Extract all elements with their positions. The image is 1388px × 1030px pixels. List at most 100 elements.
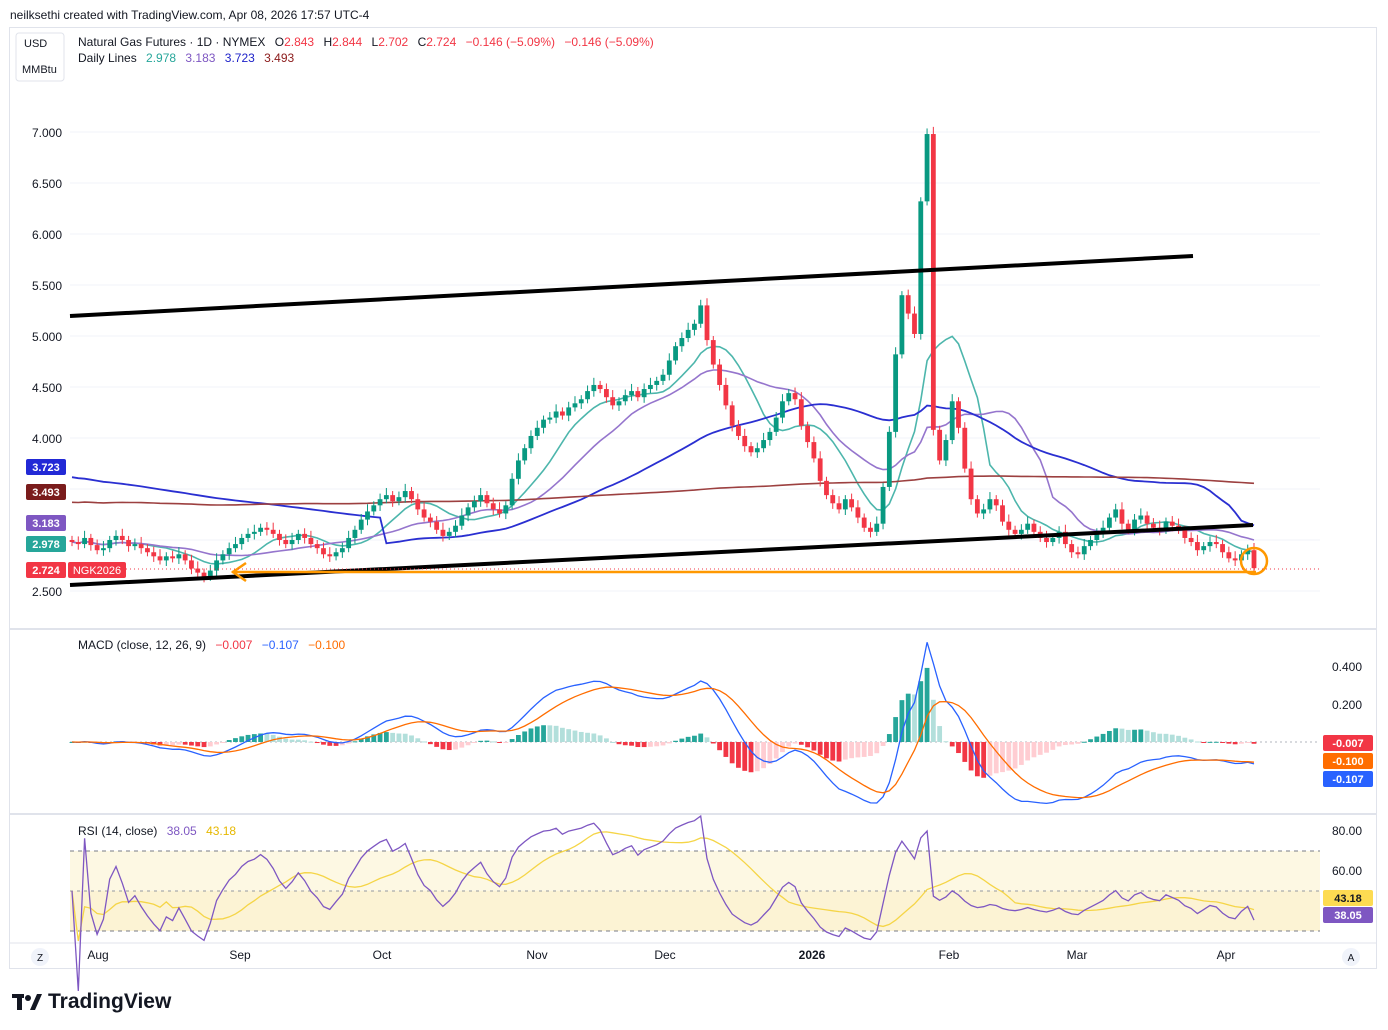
svg-text:-0.100: -0.100 [1332, 756, 1363, 768]
macd-hist-bar [440, 742, 446, 750]
candle-body [1169, 521, 1175, 526]
candle-body [182, 554, 188, 561]
macd-legend[interactable]: MACD (close, 12, 26, 9) −0.007 −0.107 −0… [78, 638, 346, 652]
candle-body [277, 533, 282, 540]
macd-hist-bar [314, 742, 320, 744]
candle-body [886, 431, 892, 487]
macd-hist-bar [1163, 733, 1169, 742]
support-arrow-head [230, 561, 247, 583]
price-tick: 4.000 [32, 432, 62, 446]
lower-trendline[interactable] [69, 523, 1254, 587]
rsi-legend[interactable]: RSI (14, close) 38.05 43.18 [78, 824, 236, 838]
macd-hist-bar [943, 741, 949, 743]
currency-label: USD [24, 38, 47, 50]
candle-body [949, 401, 955, 441]
candle-body [151, 552, 157, 557]
time-tick: 2026 [799, 948, 826, 962]
candle-body [974, 499, 980, 514]
candle-body [1232, 558, 1238, 561]
candle-body [365, 511, 370, 520]
candle-body [497, 509, 502, 514]
price-tick: 6.000 [32, 228, 62, 242]
candle-body [258, 527, 264, 532]
candle-body [773, 417, 779, 432]
macd-hist-bar [1113, 728, 1119, 742]
tradingview-logo[interactable]: TradingView [12, 990, 171, 1014]
macd-tick: 0.400 [1332, 660, 1362, 674]
macd-hist-bar [968, 742, 974, 771]
macd-hist-bar [383, 732, 389, 742]
time-tick: Apr [1217, 948, 1236, 962]
price-badge-3183: 3.183 [26, 515, 66, 531]
time-tick: Aug [87, 948, 108, 962]
macd-hist-bar [874, 742, 880, 754]
candle-body [723, 384, 729, 406]
price-axis[interactable]: 7.000 6.500 6.000 5.500 5.000 4.500 4.00… [32, 126, 62, 599]
svg-text:2.724: 2.724 [32, 565, 60, 577]
ma-10-line [71, 335, 1255, 565]
time-axis[interactable]: Aug Sep Oct Nov Dec 2026 Feb Mar Apr [87, 948, 1235, 962]
macd-hist-bar [1176, 735, 1181, 742]
currency-box[interactable] [15, 32, 65, 82]
candle-body [761, 440, 766, 449]
candle-body [138, 544, 144, 549]
price-badge-2978: 2.978 [26, 536, 66, 552]
candle-body [1245, 550, 1251, 555]
svg-text:2.978: 2.978 [32, 539, 60, 551]
rsi-tick: 80.00 [1332, 824, 1362, 838]
upper-trendline[interactable] [69, 254, 1194, 318]
signal-line [71, 686, 1255, 799]
macd-hist-bar [321, 742, 326, 745]
macd-hist-bar [465, 742, 471, 746]
macd-hist-bar [1018, 742, 1024, 765]
candle-body [421, 509, 427, 518]
auto-scale-button[interactable] [1342, 948, 1360, 966]
macd-hist-bar [339, 742, 345, 746]
daily-lines-legend[interactable]: Daily Lines 2.978 3.183 3.723 3.493 [78, 51, 295, 65]
candle-body [836, 503, 842, 510]
macd-hist-bar [289, 739, 295, 742]
candle-body [390, 495, 396, 502]
macd-hist-bar [446, 742, 452, 751]
time-tick: Dec [654, 948, 675, 962]
macd-hist-bar [522, 731, 528, 742]
candle-body [1044, 537, 1049, 543]
macd-hist-bar [905, 693, 911, 742]
timezone-button[interactable] [31, 948, 49, 966]
candle-body [874, 523, 880, 532]
candle-body [1195, 542, 1200, 551]
macd-hist-bar [1195, 741, 1200, 743]
candlesticks[interactable] [69, 126, 1257, 583]
candle-body [201, 572, 207, 577]
rsi-lower-band [70, 891, 1320, 931]
candle-body [560, 411, 565, 416]
candle-body [1138, 515, 1144, 520]
candle-body [1088, 540, 1093, 547]
macd-hist-bar [453, 742, 458, 750]
candle-body [107, 540, 113, 549]
candle-body [352, 529, 358, 538]
rsi-tick: 60.00 [1332, 864, 1362, 878]
macd-hist-bar [283, 738, 289, 742]
candle-body [629, 391, 634, 396]
macd-hist-bar [490, 741, 496, 743]
price-badge-3493: 3.493 [26, 484, 66, 500]
macd-hist-bar [949, 742, 955, 747]
candle-body [698, 305, 704, 324]
macd-hist-bar [893, 717, 899, 742]
candle-body [666, 360, 672, 375]
main-legend[interactable]: Natural Gas Futures · 1D · NYMEX O2.843 … [78, 35, 654, 49]
candle-body [798, 399, 804, 426]
macd-hist-bar [195, 742, 201, 747]
macd-hist-bar [1251, 742, 1257, 744]
candle-body [245, 533, 251, 538]
highlight-circle[interactable] [1239, 546, 1269, 576]
svg-text:38.05: 38.05 [1334, 910, 1362, 922]
macd-hist-bar [597, 735, 603, 742]
candle-body [604, 389, 609, 398]
macd-hist-bar [786, 742, 792, 747]
macd-hist-bar [471, 742, 477, 743]
macd-hist-bar [1213, 741, 1219, 743]
macd-hist-bar [459, 742, 465, 748]
